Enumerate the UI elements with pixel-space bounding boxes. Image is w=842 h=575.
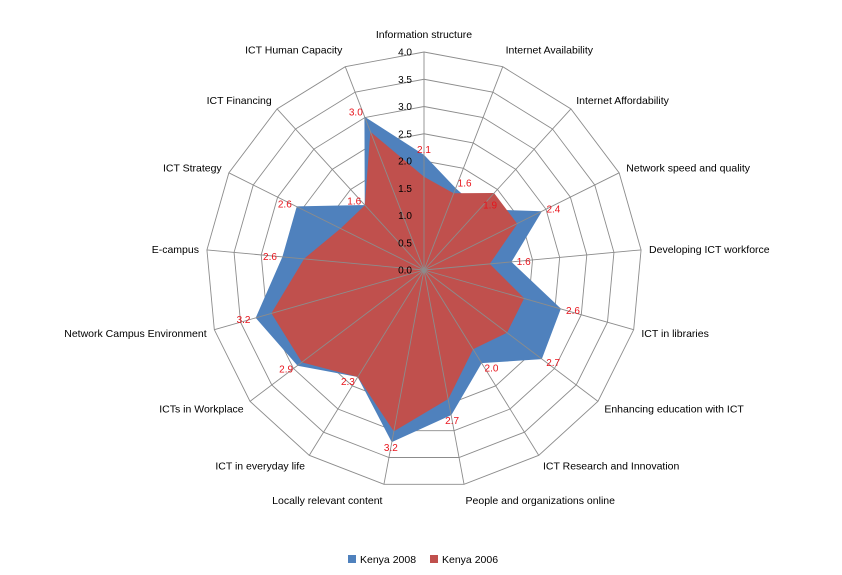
data-label-network-speed-and-quality: 2.4: [546, 205, 560, 216]
spoke-ict-human-capacity: [344, 66, 425, 271]
category-label-network-campus-environment: Network Campus Environment: [64, 328, 206, 340]
data-label-internet-affordability: 1.9: [483, 201, 497, 212]
spoke-enhancing-education-with-ict: [423, 269, 599, 402]
category-label-network-speed-and-quality: Network speed and quality: [626, 162, 750, 174]
spoke-ict-strategy: [228, 172, 425, 271]
spoke-internet-availability: [423, 66, 504, 271]
data-label-locally-relevant-content: 3.2: [384, 443, 398, 454]
radial-axis-ticks: 0.0 0.5 1.0 1.5 2.0 2.5 3.0 3.5 4.0: [398, 48, 412, 277]
category-label-icts-in-workplace: ICTs in Workplace: [159, 404, 244, 416]
category-label-locally-relevant-content: Locally relevant content: [272, 495, 382, 507]
spoke-ict-in-libraries: [423, 269, 634, 331]
data-label-developing-ict-workforce: 1.6: [517, 257, 531, 268]
radar-spokes: [206, 52, 642, 485]
data-label-icts-in-workplace: 2.9: [279, 364, 293, 375]
spoke-ict-in-everyday-life: [308, 269, 425, 456]
data-label-information-structure: 2.1: [417, 145, 431, 156]
category-label-ict-human-capacity: ICT Human Capacity: [245, 44, 343, 56]
legend-label-kenya-2006: Kenya 2006: [442, 554, 498, 566]
data-labels: 2.1 1.6 1.9 2.4 1.6 2.6 2.7 2.0 2.7 3.2 2.3 2.9 3.2 2…: [237, 107, 581, 453]
category-label-ict-strategy: ICT Strategy: [163, 162, 222, 174]
category-label-internet-availability: Internet Availability: [506, 44, 594, 56]
data-label-people-and-organizations-online: 2.7: [445, 416, 459, 427]
category-label-ict-financing: ICT Financing: [207, 95, 272, 107]
category-label-internet-affordability: Internet Affordability: [576, 95, 669, 107]
category-label-e-campus: E-campus: [152, 244, 199, 256]
data-label-ict-strategy: 2.6: [278, 200, 292, 211]
tick-label: 1.0: [398, 211, 412, 222]
tick-label: 0.0: [398, 266, 412, 277]
data-label-ict-research-and-innovation: 2.0: [485, 363, 499, 374]
data-label-ict-human-capacity: 3.0: [349, 107, 363, 118]
tick-label: 4.0: [398, 48, 412, 59]
data-label-e-campus: 2.6: [263, 252, 277, 263]
spoke-ict-financing: [276, 108, 425, 271]
category-label-people-and-organizations-online: People and organizations online: [466, 495, 616, 507]
tick-label: 0.5: [398, 238, 412, 249]
tick-label: 3.5: [398, 75, 412, 86]
radar-series: [255, 116, 561, 443]
category-label-ict-in-everyday-life: ICT in everyday life: [215, 461, 305, 473]
category-label-ict-research-and-innovation: ICT Research and Innovation: [543, 461, 680, 473]
spoke-e-campus: [206, 249, 425, 271]
data-label-network-campus-environment: 3.2: [237, 315, 251, 326]
spoke-network-speed-and-quality: [423, 172, 620, 271]
data-label-ict-financing: 1.6: [347, 197, 361, 208]
category-labels: Information structure Internet Availabili…: [64, 29, 770, 507]
tick-label: 2.5: [398, 129, 412, 140]
gridline-ring-7: [233, 78, 615, 458]
category-label-developing-ict-workforce: Developing ICT workforce: [649, 244, 770, 256]
data-label-enhancing-education-with-ict: 2.7: [546, 358, 560, 369]
chart-legend: Kenya 2008 Kenya 2006: [348, 554, 498, 566]
tick-label: 3.0: [398, 102, 412, 113]
data-label-ict-in-libraries: 2.6: [566, 306, 580, 317]
legend-swatch-kenya-2006: [430, 555, 438, 563]
data-label-ict-in-everyday-life: 2.3: [341, 377, 355, 388]
spoke-ict-research-and-innovation: [423, 269, 540, 456]
data-label-internet-availability: 1.6: [458, 179, 472, 190]
spoke-icts-in-workplace: [249, 269, 425, 402]
tick-label: 2.0: [398, 157, 412, 168]
spoke-people-and-organizations-online: [423, 269, 465, 485]
legend-label-kenya-2008: Kenya 2008: [360, 554, 416, 566]
gridline-ring-8: [206, 51, 642, 485]
spoke-internet-affordability: [423, 108, 572, 271]
category-label-ict-in-libraries: ICT in libraries: [641, 328, 709, 340]
tick-label: 1.5: [398, 184, 412, 195]
spoke-locally-relevant-content: [383, 269, 425, 485]
category-label-enhancing-education-with-ict: Enhancing education with ICT: [604, 404, 744, 416]
spoke-developing-ict-workforce: [423, 249, 642, 271]
legend-swatch-kenya-2008: [348, 555, 356, 563]
spoke-network-campus-environment: [214, 269, 425, 331]
series-area-kenya-2006: [271, 131, 525, 432]
category-label-information-structure: Information structure: [376, 29, 472, 41]
gridline-ring-6: [260, 106, 588, 432]
